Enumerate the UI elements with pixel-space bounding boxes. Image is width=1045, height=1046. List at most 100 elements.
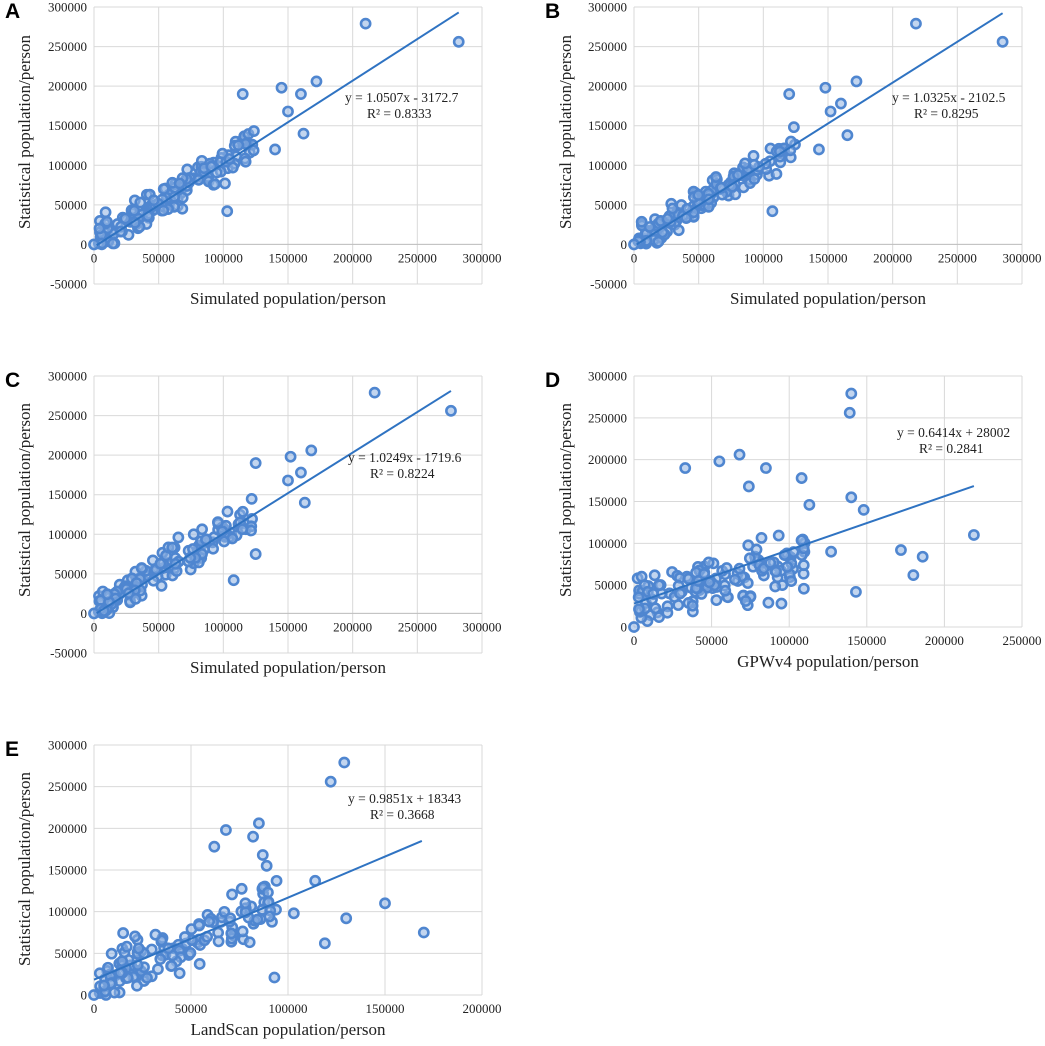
data-point	[764, 557, 777, 569]
data-point	[769, 580, 782, 593]
y-axis-title: Statistical population/person	[15, 771, 34, 966]
r-squared-label: R² = 0.3668	[370, 807, 435, 822]
data-point	[797, 582, 810, 595]
data-point	[154, 557, 167, 570]
data-point	[219, 177, 231, 190]
data-point	[269, 143, 281, 156]
data-point	[845, 387, 858, 400]
data-point	[135, 562, 148, 574]
data-point	[305, 444, 318, 457]
data-point	[850, 75, 863, 88]
r-squared-label: R² = 0.8224	[370, 466, 435, 481]
r-squared-label: R² = 0.8333	[367, 106, 432, 121]
data-point	[209, 178, 221, 190]
x-tick-label: 200000	[333, 250, 372, 265]
chart-panel-b: -50000 0 50000 100000 150000 200000 250000 3000…	[545, 0, 1042, 308]
data-point	[187, 528, 200, 541]
x-tick-label: 200000	[333, 619, 372, 634]
x-axis-title: Simulated population/person	[190, 289, 386, 308]
data-point	[152, 963, 164, 976]
data-point	[643, 221, 656, 233]
data-point	[154, 953, 167, 965]
chart-panel-a: -50000 0 50000 100000 150000 200000 250000 3000…	[5, 0, 502, 308]
data-point	[165, 960, 178, 972]
trendline-equation: y = 1.0249x - 1719.6	[348, 450, 462, 465]
x-tick-label: 250000	[398, 250, 437, 265]
chart-panel-c: -50000 0 50000 100000 150000 200000 250000 3000…	[5, 369, 502, 678]
x-tick-label: 50000	[142, 250, 175, 265]
data-point	[227, 574, 240, 587]
data-point	[129, 930, 141, 943]
y-tick-label: 300000	[48, 369, 87, 384]
data-point	[713, 455, 726, 468]
y-tick-label: -50000	[50, 277, 87, 292]
x-axis-title: Simulated population/person	[190, 658, 386, 677]
trendline	[96, 11, 460, 247]
data-point	[318, 937, 331, 950]
data-point	[739, 595, 752, 607]
data-point	[166, 541, 179, 554]
x-tick-label: 300000	[1003, 250, 1042, 265]
y-tick-label: -50000	[50, 646, 87, 661]
data-point	[131, 979, 143, 992]
x-tick-label: 250000	[1003, 633, 1042, 648]
trendline-equation: y = 0.6414x + 28002	[897, 425, 1010, 440]
data-point	[845, 491, 858, 504]
data-point	[996, 35, 1009, 48]
x-tick-label: 100000	[204, 250, 243, 265]
data-point	[748, 173, 761, 185]
data-point	[236, 88, 249, 100]
data-point	[88, 989, 100, 1001]
data-point	[116, 955, 129, 968]
x-tick-label: 300000	[463, 619, 502, 634]
y-tick-label: 300000	[48, 0, 87, 15]
data-point	[770, 168, 783, 180]
data-point	[733, 448, 746, 461]
data-point	[220, 824, 232, 836]
y-axis-title: Statistical population/person	[15, 402, 34, 597]
data-point	[916, 550, 929, 563]
y-tick-label: 200000	[48, 821, 87, 836]
data-point	[967, 529, 980, 541]
x-tick-label: 100000	[204, 619, 243, 634]
data-point	[108, 986, 121, 999]
x-tick-label: 200000	[873, 250, 912, 265]
x-tick-label: 50000	[175, 1001, 208, 1016]
data-point	[218, 535, 230, 548]
data-point	[117, 927, 130, 939]
y-tick-label: 0	[81, 237, 88, 252]
x-tick-label: 0	[631, 633, 638, 648]
data-point	[119, 212, 132, 225]
y-axis-title: Statistical population/person	[556, 402, 575, 597]
data-point	[101, 588, 114, 601]
data-point	[824, 105, 837, 118]
data-point	[141, 971, 153, 984]
data-point	[702, 556, 715, 569]
data-point	[359, 17, 372, 30]
data-point	[729, 573, 741, 586]
x-tick-label: 0	[91, 619, 98, 634]
chart-panel-e: 0 50000 100000 150000 200000 250000 300000 0 500…	[5, 738, 502, 1040]
x-axis-title: GPWv4 population/person	[737, 652, 919, 671]
data-point	[284, 450, 297, 463]
data-point	[270, 874, 283, 887]
x-tick-label: 0	[91, 250, 98, 265]
data-point	[247, 144, 260, 157]
data-point	[157, 204, 170, 217]
data-point	[628, 238, 640, 251]
data-point	[666, 202, 679, 215]
data-point	[155, 579, 168, 592]
y-tick-label: 0	[621, 237, 628, 252]
x-tick-label: 150000	[366, 1001, 405, 1016]
x-tick-label: 100000	[744, 250, 783, 265]
data-point	[282, 474, 294, 487]
y-tick-label: 100000	[588, 158, 627, 173]
data-point	[857, 503, 870, 516]
data-point	[99, 206, 112, 219]
x-tick-label: 200000	[925, 633, 964, 648]
data-point	[235, 882, 248, 895]
data-point	[249, 457, 262, 469]
data-point	[340, 912, 353, 925]
data-point	[107, 237, 119, 250]
data-point	[208, 840, 221, 853]
